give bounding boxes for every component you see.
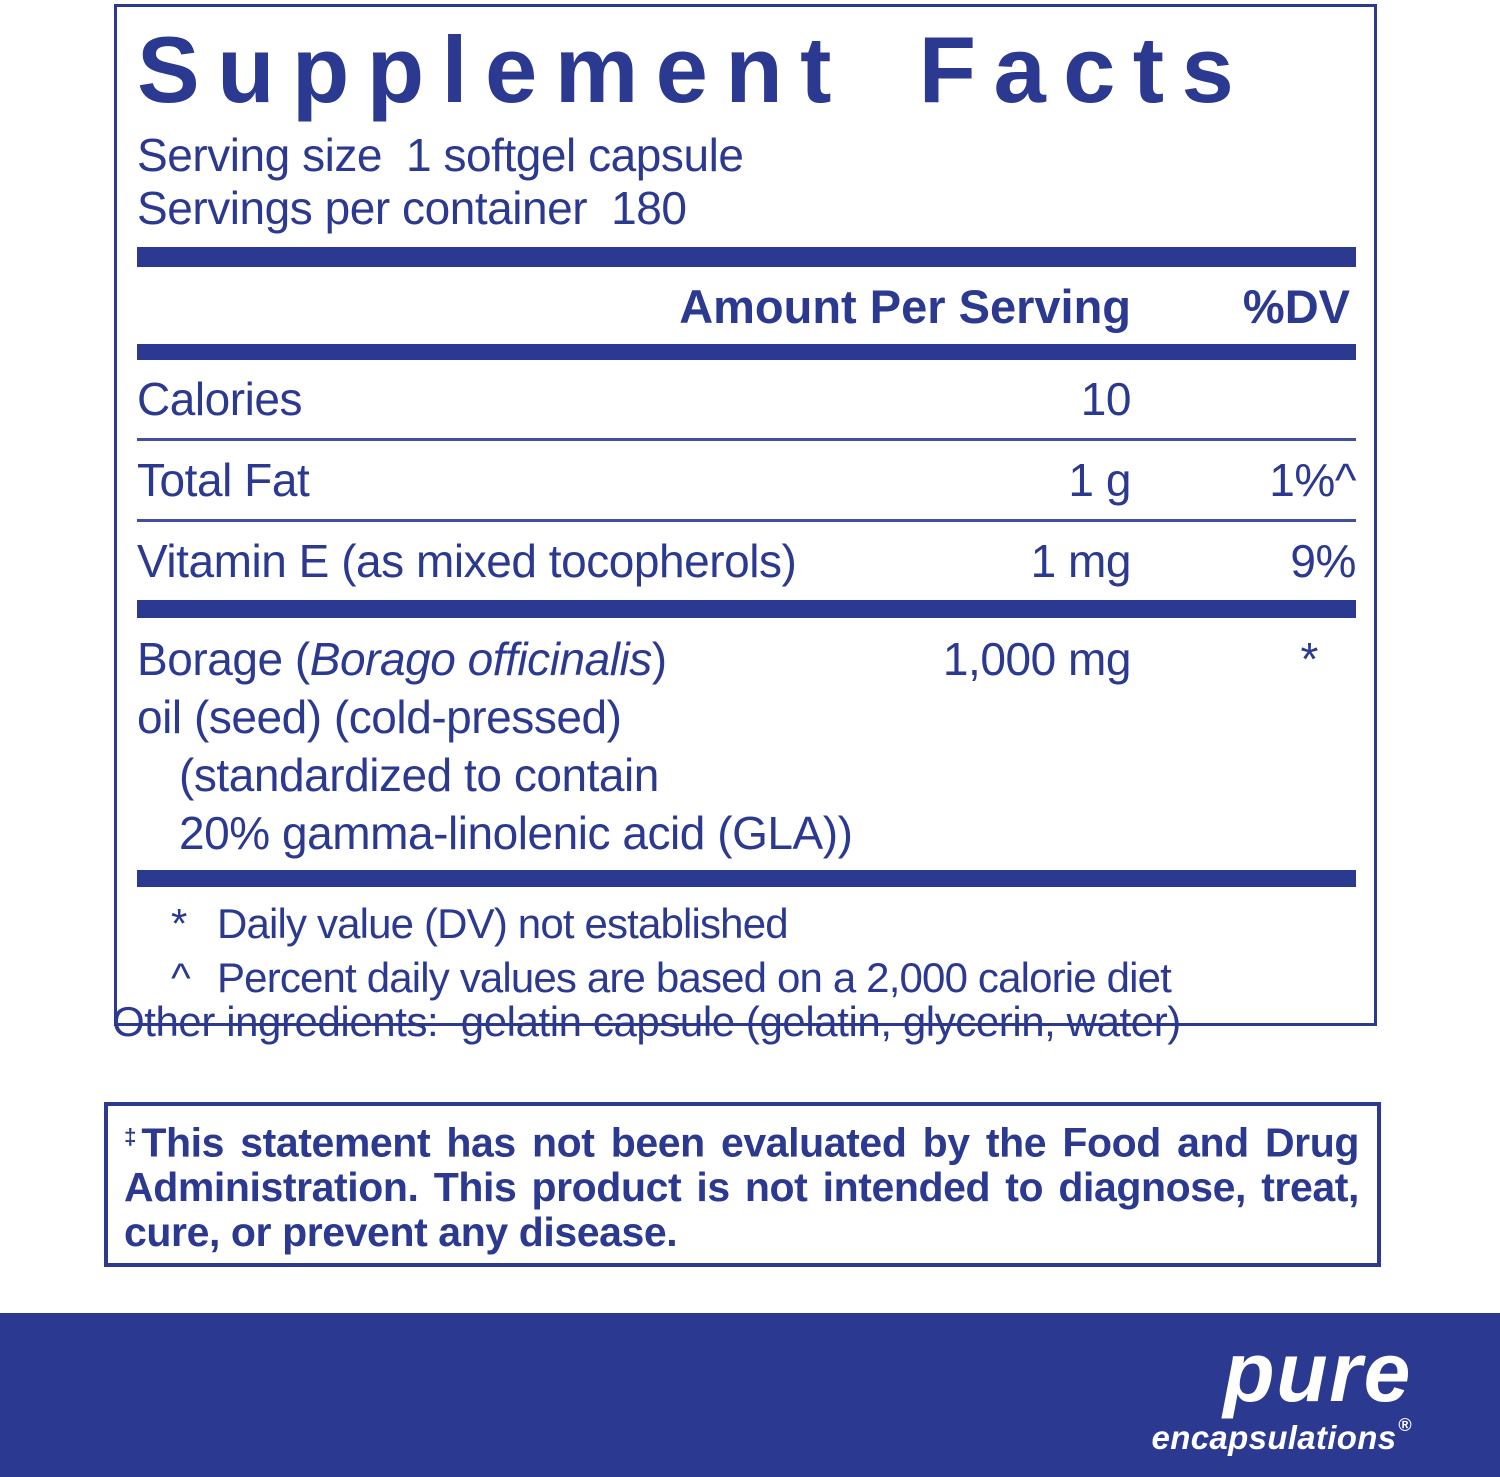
ingredient-amount: 1,000 mg (942, 633, 1132, 685)
table-row-vitamin-e: Vitamin E (as mixed tocopherols) 1 mg 9% (137, 522, 1356, 600)
ingredient-name-line1: Borage (Borago officinalis) (137, 633, 667, 685)
servings-per-container-label: Servings per container (137, 182, 588, 234)
footnote-text: Daily value (DV) not established (217, 900, 789, 947)
nutrient-name: Total Fat (137, 454, 310, 506)
thick-divider-bar (137, 247, 1356, 267)
registered-trademark-icon: ® (1398, 1415, 1412, 1436)
amount-per-serving-header: Amount Per Serving (679, 280, 1131, 333)
thick-divider-bar (137, 870, 1356, 887)
brand-logo: pure encapsulations ® (1152, 1325, 1412, 1454)
supplement-facts-panel: Supplement Facts Serving size 1 softgel c… (114, 4, 1377, 1026)
footnotes: * Daily value (DV) not established ^ Per… (137, 887, 1356, 1015)
servings-per-container-row: Servings per container 180 (137, 182, 1356, 235)
ingredient-name: Borage (Borago officinalis) oil (seed) (… (137, 630, 881, 862)
nutrient-dv: 9% (1290, 535, 1356, 587)
ingredient-dv: * (1300, 633, 1319, 685)
footnote-marker: * (171, 900, 187, 947)
thick-divider-bar (137, 600, 1356, 618)
servings-per-container-value: 180 (611, 182, 687, 234)
serving-size-label: Serving size (137, 129, 383, 181)
footnote-marker: ^ (171, 954, 191, 1001)
serving-size-value: 1 softgel capsule (406, 129, 744, 181)
footnote-percent-daily-values: ^ Percent daily values are based on a 2,… (171, 951, 1356, 1005)
footnote-dv-not-established: * Daily value (DV) not established (171, 897, 1356, 951)
table-header-row: Amount Per Serving %DV (137, 267, 1356, 344)
ingredient-name-line4: 20% gamma-linolenic acid (GLA)) (179, 807, 853, 859)
table-row-calories: Calories 10 (137, 360, 1356, 438)
nutrient-name: Vitamin E (as mixed tocopherols) (137, 535, 797, 587)
fda-disclaimer-text: ‡This statement has not been evaluated b… (124, 1114, 1359, 1255)
ingredient-name-line3: (standardized to contain (179, 749, 659, 801)
brand-subname-line: encapsulations ® (1152, 1416, 1412, 1454)
panel-title: Supplement Facts (137, 17, 1252, 122)
thin-divider (137, 519, 1356, 522)
nutrient-amount: 1 g (1068, 454, 1131, 506)
footnote-text: Percent daily values are based on a 2,00… (217, 954, 1172, 1001)
percent-dv-header: %DV (1242, 280, 1350, 333)
thin-divider (137, 438, 1356, 441)
serving-size-row: Serving size 1 softgel capsule (137, 129, 1356, 182)
disclaimer-body: This statement has not been evaluated by… (124, 1119, 1359, 1256)
nutrient-amount: 1 mg (1030, 535, 1132, 587)
botanical-name: Borago officinalis (309, 633, 652, 685)
table-row-borage-oil: Borage (Borago officinalis) oil (seed) (… (137, 618, 1356, 870)
table-row-total-fat: Total Fat 1 g 1%^ (137, 441, 1356, 519)
fda-disclaimer-box: ‡This statement has not been evaluated b… (104, 1102, 1381, 1268)
brand-subname: encapsulations (1151, 1419, 1397, 1457)
other-ingredients: Other ingredients: gelatin capsule (gela… (112, 998, 1181, 1045)
nutrient-dv: 1%^ (1269, 454, 1356, 506)
nutrient-amount: 10 (1080, 373, 1132, 425)
thick-divider-bar (137, 344, 1356, 360)
double-dagger-marker: ‡ (124, 1124, 142, 1149)
nutrient-name: Calories (137, 373, 303, 425)
brand-footer-band: pure encapsulations ® (0, 1313, 1500, 1477)
brand-name: pure (1223, 1325, 1412, 1419)
ingredient-name-line2: oil (seed) (cold-pressed) (137, 691, 622, 743)
